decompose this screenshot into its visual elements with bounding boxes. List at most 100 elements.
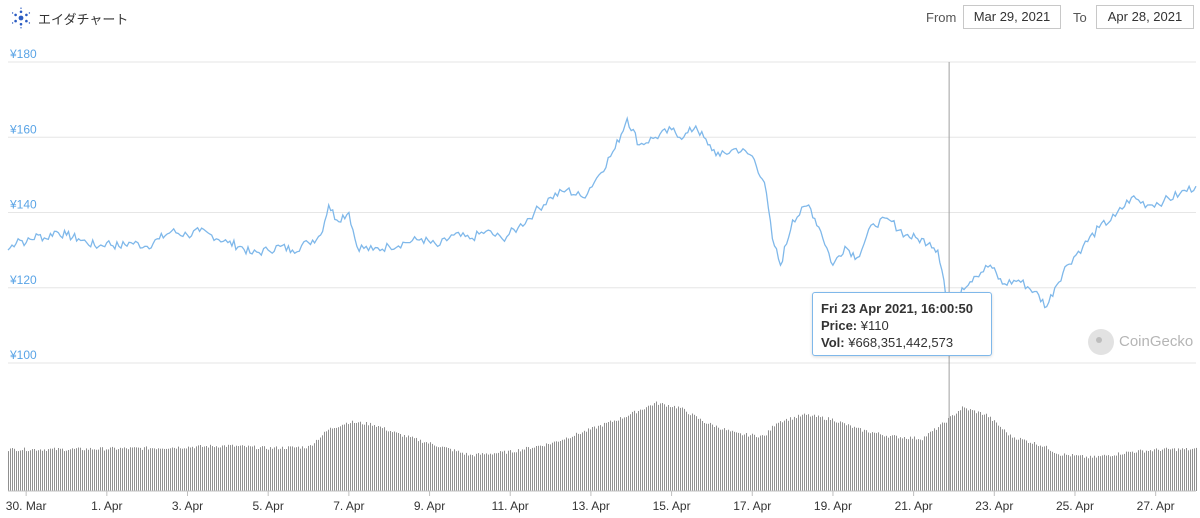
volume-bar	[934, 428, 935, 491]
volume-bar	[872, 432, 873, 491]
volume-bar	[48, 449, 49, 491]
volume-bar	[456, 451, 457, 491]
volume-bar	[46, 451, 47, 491]
volume-bar	[1022, 439, 1023, 491]
volume-bar	[976, 413, 977, 491]
volume-bar	[592, 427, 593, 491]
volume-bar	[760, 435, 761, 491]
volume-bar	[536, 446, 537, 491]
volume-bar	[218, 447, 219, 491]
volume-bar	[818, 415, 819, 491]
volume-bar	[428, 443, 429, 491]
volume-bar	[844, 423, 845, 491]
volume-bar	[1096, 457, 1097, 491]
volume-bar	[752, 433, 753, 491]
volume-bar	[866, 430, 867, 491]
volume-bar	[924, 436, 925, 491]
volume-bar	[1150, 450, 1151, 491]
volume-bar	[640, 409, 641, 491]
volume-bar	[394, 431, 395, 491]
volume-bar	[142, 449, 143, 491]
volume-bar	[460, 452, 461, 491]
volume-bar	[212, 446, 213, 491]
volume-bar	[1110, 456, 1111, 491]
volume-bar	[746, 433, 747, 491]
volume-bar	[464, 454, 465, 491]
volume-bar	[8, 451, 9, 491]
volume-bar	[608, 422, 609, 491]
volume-bar	[894, 435, 895, 491]
volume-bar	[342, 424, 343, 491]
volume-bar	[718, 427, 719, 491]
volume-bar	[1086, 456, 1087, 491]
volume-bar	[1094, 455, 1095, 491]
volume-bar	[930, 431, 931, 491]
volume-bar	[932, 431, 933, 491]
volume-bar	[848, 424, 849, 491]
volume-bar	[552, 442, 553, 491]
volume-bar	[738, 432, 739, 491]
from-date-input[interactable]: Mar 29, 2021	[963, 5, 1061, 29]
volume-bar	[398, 433, 399, 491]
y-tick-label: ¥160	[9, 122, 37, 136]
volume-bar	[100, 447, 101, 491]
volume-bar	[998, 425, 999, 491]
x-tick-label: 1. Apr	[91, 499, 122, 513]
volume-bar	[674, 405, 675, 491]
volume-bar	[796, 418, 797, 491]
volume-bar	[176, 448, 177, 491]
volume-bar	[600, 425, 601, 491]
volume-bar	[272, 448, 273, 491]
volume-bar	[572, 436, 573, 491]
volume-bar	[282, 446, 283, 491]
volume-bar	[314, 443, 315, 491]
volume-bar	[216, 446, 217, 491]
volume-bar	[86, 448, 87, 491]
volume-bar	[244, 445, 245, 491]
volume-bar	[546, 443, 547, 491]
volume-bar	[364, 424, 365, 491]
volume-bar	[786, 418, 787, 491]
volume-bar	[432, 443, 433, 491]
tooltip-date: Fri 23 Apr 2021, 16:00:50	[821, 301, 973, 316]
volume-bar	[276, 446, 277, 491]
volume-bar	[1006, 432, 1007, 491]
volume-bar	[50, 448, 51, 491]
volume-bar	[112, 446, 113, 491]
volume-bar	[250, 446, 251, 491]
volume-bar	[732, 430, 733, 491]
volume-bar	[194, 448, 195, 491]
volume-bar	[716, 425, 717, 491]
x-tick-label: 30. Mar	[6, 499, 47, 513]
volume-bar	[1036, 444, 1037, 491]
volume-bar	[386, 430, 387, 491]
volume-bar	[178, 446, 179, 491]
volume-bar	[222, 445, 223, 491]
volume-bar	[882, 435, 883, 491]
volume-bar	[954, 415, 955, 491]
volume-bar	[944, 422, 945, 491]
volume-bar	[68, 450, 69, 491]
volume-bar	[768, 430, 769, 491]
volume-bar	[986, 413, 987, 491]
volume-bar	[1126, 451, 1127, 491]
volume-bar	[476, 453, 477, 491]
volume-bar	[332, 428, 333, 491]
to-date-input[interactable]: Apr 28, 2021	[1096, 5, 1194, 29]
volume-bar	[724, 428, 725, 491]
volume-bar	[534, 447, 535, 491]
volume-bar	[1070, 456, 1071, 491]
volume-bar	[334, 428, 335, 491]
volume-bar	[1066, 454, 1067, 491]
volume-bar	[1180, 449, 1181, 491]
volume-bar	[144, 447, 145, 491]
volume-bar	[532, 447, 533, 491]
volume-bar	[606, 422, 607, 491]
volume-bar	[772, 425, 773, 491]
volume-bar	[140, 447, 141, 491]
volume-bar	[1064, 453, 1065, 491]
volume-bar	[466, 452, 467, 491]
volume-bar	[616, 420, 617, 491]
volume-bar	[920, 439, 921, 491]
